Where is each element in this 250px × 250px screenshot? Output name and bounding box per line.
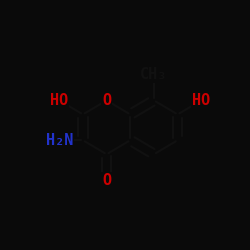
Text: CH₃: CH₃ (140, 67, 168, 82)
Text: HO: HO (192, 93, 210, 108)
Text: H₂N: H₂N (46, 133, 73, 148)
Text: HO: HO (50, 93, 68, 108)
Text: O: O (102, 172, 111, 188)
Text: O: O (102, 93, 111, 108)
